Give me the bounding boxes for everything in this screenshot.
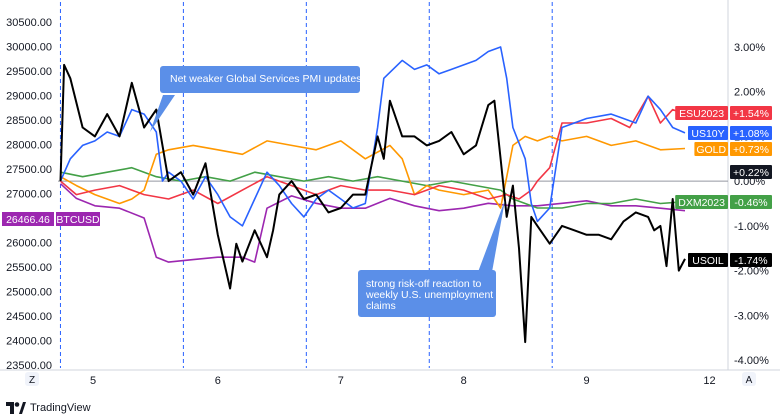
left-tick-label: 27000.00 <box>6 189 52 201</box>
series-value-label: +0.73% <box>733 144 769 156</box>
series-value-label: -0.46% <box>734 197 767 209</box>
left-tick-label: 28000.00 <box>6 140 52 152</box>
right-tick-label: -4.00% <box>734 355 769 367</box>
right-tick-label: -1.00% <box>734 221 769 233</box>
right-tick-label: 2.00% <box>734 87 765 99</box>
btc-price-badge: 26466.46 BTCUSD <box>2 212 100 226</box>
left-tick-label: 24500.00 <box>6 311 52 323</box>
series-line-esu2023 <box>59 95 686 205</box>
left-tick-label: 23500.00 <box>6 360 52 372</box>
left-tick-label: 25000.00 <box>6 287 52 299</box>
series-name-label: DXM2023 <box>678 197 725 209</box>
series-name-label: USOIL <box>692 255 724 267</box>
left-tick-label: 30500.00 <box>6 17 52 29</box>
left-tick-label: 24000.00 <box>6 336 52 348</box>
x-tick-label: 5 <box>90 375 96 387</box>
tradingview-logo-icon <box>6 402 26 414</box>
series-layer <box>59 46 686 344</box>
brand-text: TradingView <box>30 402 91 414</box>
series-line-btcusd <box>59 183 686 263</box>
left-tick-label: 26000.00 <box>6 238 52 250</box>
series-value-label: -1.74% <box>734 255 767 267</box>
series-line-gold <box>60 135 686 209</box>
x-tick-label: 7 <box>338 375 344 387</box>
series-line-us10y <box>59 46 686 227</box>
series-line-usoil <box>59 63 686 344</box>
left-tick-label: 30000.00 <box>6 42 52 54</box>
annotation-line: strong risk-off reaction to <box>366 278 482 290</box>
right-tick-label: -2.00% <box>734 266 769 278</box>
corner-right-label: A <box>746 375 753 386</box>
series-name-label: GOLD <box>696 144 726 156</box>
tradingview-brand[interactable]: TradingView <box>6 400 91 416</box>
right-tick-label: -3.00% <box>734 310 769 322</box>
annotation-line: claims <box>366 300 396 312</box>
corner-left-button[interactable]: Z <box>25 372 39 386</box>
series-value-label: +0.22% <box>733 167 769 179</box>
legend-badge: GOLD +0.73% <box>694 142 772 156</box>
left-tick-label: 25500.00 <box>6 262 52 274</box>
legend-badge: USOIL -1.74% <box>688 253 772 267</box>
legend-badge: +0.22% <box>730 165 772 179</box>
series-value-label: +1.08% <box>733 128 769 140</box>
annotation-line: Net weaker Global Services PMI updates <box>170 73 361 85</box>
legend-badges: ESU2023 +1.54% US10Y +1.08% GOLD +0.73% DXM202… <box>2 106 772 267</box>
annotation-layer: Net weaker Global Services PMI updates st… <box>150 66 505 317</box>
x-tick-label: 8 <box>461 375 467 387</box>
series-name-label: US10Y <box>691 128 724 140</box>
x-tick-label: 6 <box>215 375 221 387</box>
legend-badge: US10Y +1.08% <box>688 126 772 140</box>
series-value-label: +1.54% <box>733 108 769 120</box>
corner-left-label: Z <box>29 375 35 386</box>
right-tick-label: 0.00% <box>734 176 765 188</box>
x-tick-label: 12 <box>703 375 715 387</box>
left-tick-label: 29000.00 <box>6 91 52 103</box>
corner-right-button[interactable]: A <box>742 372 756 386</box>
legend-badge: DXM2023 -0.46% <box>675 195 772 209</box>
left-tick-label: 29500.00 <box>6 66 52 78</box>
x-tick-label: 9 <box>584 375 590 387</box>
x-axis: 5 6 7 8 9 12 <box>90 375 716 387</box>
left-tick-label: 28500.00 <box>6 115 52 127</box>
svg-text:26466.46: 26466.46 <box>6 214 50 226</box>
legend-badge: ESU2023 +1.54% <box>675 106 772 120</box>
series-name-label: ESU2023 <box>679 108 724 120</box>
left-axis: 30500.00 30000.00 29500.00 29000.00 28500.00… <box>6 17 52 372</box>
left-tick-label: 27500.00 <box>6 164 52 176</box>
right-tick-label: 3.00% <box>734 42 765 54</box>
svg-text:BTCUSD: BTCUSD <box>56 214 100 226</box>
annotation-services-pmi: Net weaker Global Services PMI updates <box>150 66 361 132</box>
annotation-line: weekly U.S. unemployment <box>365 289 493 301</box>
